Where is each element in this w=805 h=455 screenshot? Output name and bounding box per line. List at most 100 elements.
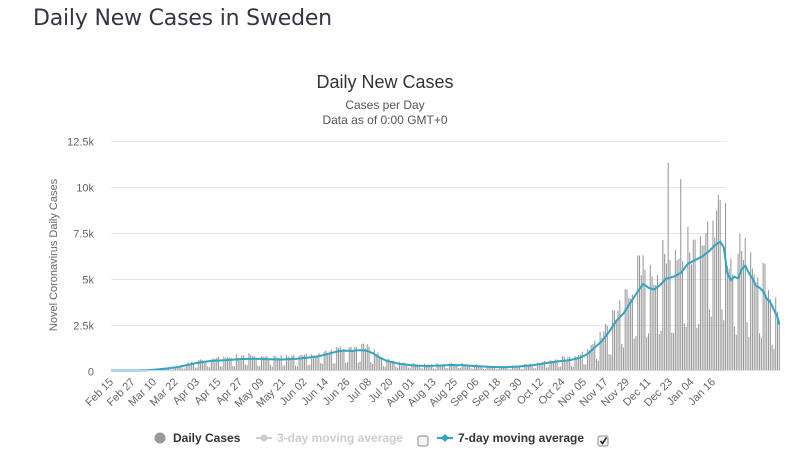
- daily-cases-bar[interactable]: [275, 356, 277, 371]
- daily-cases-bar[interactable]: [610, 354, 612, 371]
- daily-cases-bar[interactable]: [633, 338, 635, 371]
- daily-cases-bar[interactable]: [601, 337, 603, 371]
- daily-cases-bar[interactable]: [726, 266, 728, 371]
- daily-cases-bar[interactable]: [766, 298, 768, 371]
- daily-cases-bar[interactable]: [551, 360, 553, 371]
- daily-cases-bar[interactable]: [395, 366, 397, 371]
- daily-cases-bar[interactable]: [248, 353, 250, 371]
- daily-cases-bar[interactable]: [526, 364, 528, 371]
- daily-cases-bar[interactable]: [406, 363, 408, 371]
- daily-cases-bar[interactable]: [458, 368, 460, 371]
- daily-cases-bar[interactable]: [228, 357, 230, 371]
- daily-cases-bar[interactable]: [237, 357, 239, 371]
- daily-cases-bar[interactable]: [346, 362, 349, 371]
- daily-cases-bar[interactable]: [730, 258, 732, 371]
- daily-cases-bar[interactable]: [314, 356, 316, 371]
- daily-cases-bar[interactable]: [230, 357, 232, 371]
- daily-cases-bar[interactable]: [300, 354, 302, 371]
- daily-cases-bar[interactable]: [705, 233, 707, 371]
- daily-cases-bar[interactable]: [517, 365, 519, 371]
- daily-cases-bar[interactable]: [737, 253, 739, 371]
- daily-cases-bar[interactable]: [597, 360, 599, 371]
- daily-cases-bar[interactable]: [606, 325, 608, 371]
- daily-cases-bar[interactable]: [750, 252, 752, 371]
- daily-cases-bar[interactable]: [502, 366, 504, 371]
- daily-cases-bar[interactable]: [751, 268, 753, 371]
- daily-cases-bar[interactable]: [169, 369, 171, 371]
- daily-cases-bar[interactable]: [187, 362, 189, 371]
- daily-cases-bar[interactable]: [413, 363, 415, 371]
- daily-cases-bar[interactable]: [185, 364, 187, 371]
- daily-cases-bar[interactable]: [171, 369, 173, 371]
- daily-cases-bar[interactable]: [320, 363, 322, 371]
- daily-cases-bar[interactable]: [588, 350, 590, 371]
- daily-cases-bar[interactable]: [558, 366, 560, 371]
- daily-cases-bar[interactable]: [232, 365, 234, 371]
- daily-cases-bar[interactable]: [599, 331, 601, 371]
- daily-cases-bar[interactable]: [325, 350, 327, 371]
- daily-cases-bar[interactable]: [776, 311, 779, 371]
- daily-cases-bar[interactable]: [441, 364, 443, 371]
- daily-cases-bar[interactable]: [305, 353, 307, 371]
- daily-cases-bar[interactable]: [266, 355, 268, 371]
- daily-cases-bar[interactable]: [389, 360, 392, 371]
- daily-cases-bar[interactable]: [732, 274, 734, 371]
- daily-cases-bar[interactable]: [418, 364, 420, 371]
- daily-cases-bar[interactable]: [612, 309, 614, 371]
- daily-cases-bar[interactable]: [400, 363, 402, 371]
- daily-cases-bar[interactable]: [708, 309, 710, 371]
- daily-cases-bar[interactable]: [424, 363, 426, 371]
- daily-cases-bar[interactable]: [382, 365, 384, 371]
- daily-cases-bar[interactable]: [339, 346, 341, 371]
- daily-cases-bar[interactable]: [757, 277, 759, 371]
- daily-cases-bar[interactable]: [689, 252, 691, 371]
- daily-cases-bar[interactable]: [596, 358, 598, 371]
- daily-cases-bar[interactable]: [769, 299, 771, 371]
- daily-cases-bar[interactable]: [619, 300, 621, 371]
- daily-cases-bar[interactable]: [282, 365, 284, 371]
- daily-cases-bar[interactable]: [626, 289, 628, 371]
- daily-cases-bar[interactable]: [253, 356, 255, 371]
- daily-cases-bar[interactable]: [409, 368, 411, 371]
- daily-cases-bar[interactable]: [459, 368, 461, 371]
- daily-cases-bar[interactable]: [721, 309, 723, 371]
- daily-cases-bar[interactable]: [746, 322, 748, 371]
- daily-cases-bar[interactable]: [296, 366, 298, 371]
- daily-cases-bar[interactable]: [739, 233, 741, 371]
- daily-cases-bar[interactable]: [252, 356, 254, 371]
- daily-cases-bar[interactable]: [255, 358, 257, 371]
- daily-cases-bar[interactable]: [454, 364, 456, 371]
- daily-cases-bar[interactable]: [549, 360, 551, 371]
- daily-cases-bar[interactable]: [373, 349, 375, 371]
- daily-cases-bar[interactable]: [504, 366, 506, 371]
- daily-cases-bar[interactable]: [239, 358, 241, 371]
- daily-cases-bar[interactable]: [495, 369, 497, 371]
- daily-cases-bar[interactable]: [615, 319, 617, 371]
- daily-cases-bar[interactable]: [520, 368, 522, 371]
- daily-cases-bar[interactable]: [178, 366, 180, 371]
- daily-cases-bar[interactable]: [710, 316, 712, 371]
- daily-cases-bar[interactable]: [513, 366, 515, 371]
- daily-cases-bar[interactable]: [481, 365, 483, 371]
- daily-cases-bar[interactable]: [216, 358, 218, 371]
- daily-cases-bar[interactable]: [210, 359, 212, 371]
- daily-cases-bar[interactable]: [678, 258, 680, 371]
- daily-cases-bar[interactable]: [472, 368, 474, 371]
- daily-cases-bar[interactable]: [547, 367, 549, 371]
- ma7-checkbox[interactable]: [597, 435, 609, 447]
- daily-cases-bar[interactable]: [364, 348, 366, 371]
- daily-cases-bar[interactable]: [483, 368, 485, 371]
- daily-cases-bar[interactable]: [217, 356, 220, 371]
- daily-cases-bar[interactable]: [529, 363, 531, 371]
- daily-cases-bar[interactable]: [370, 362, 372, 371]
- daily-cases-bar[interactable]: [173, 366, 175, 371]
- daily-cases-bar[interactable]: [379, 356, 381, 371]
- daily-cases-bar[interactable]: [590, 344, 592, 371]
- daily-cases-bar[interactable]: [452, 363, 454, 371]
- daily-cases-bar[interactable]: [664, 253, 666, 371]
- daily-cases-bar[interactable]: [431, 364, 433, 371]
- daily-cases-bar[interactable]: [716, 210, 718, 371]
- daily-cases-bar[interactable]: [205, 360, 207, 371]
- daily-cases-bar[interactable]: [522, 368, 524, 371]
- daily-cases-bar[interactable]: [725, 202, 727, 371]
